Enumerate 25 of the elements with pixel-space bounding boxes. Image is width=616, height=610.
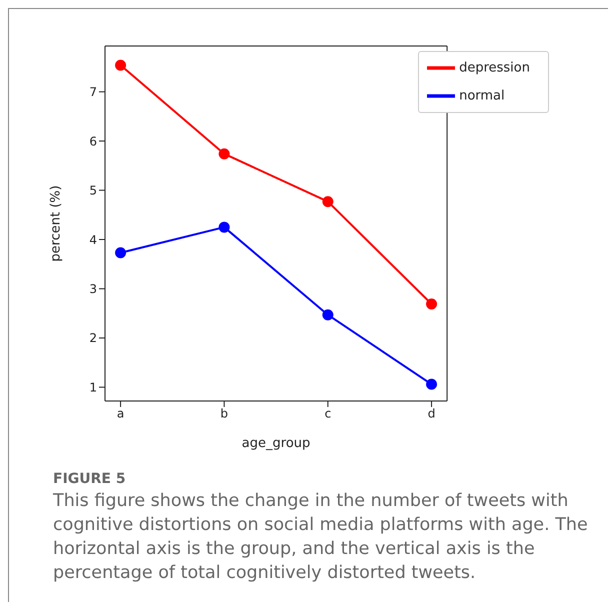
x-tick-label: b [220,406,228,421]
y-tick-label: 3 [89,282,97,296]
x-axis-title: age_group [242,436,310,451]
caption: FIGURE 5 [53,471,127,487]
y-tick-label: 6 [89,134,97,148]
point [322,309,334,320]
x-tick-label: c [324,406,332,421]
point [426,298,438,310]
y-tick-label: 4 [89,232,97,247]
y-tick-label: 1 [89,380,97,394]
point [322,196,334,208]
x-tick-label: a [116,406,124,421]
y-tick-label: 2 [89,331,97,346]
point [218,222,230,233]
y-tick-label: 7 [89,85,97,100]
point [426,378,438,390]
legend-label: normal [459,88,505,104]
y-axis-title: percent (%) [48,185,64,262]
point [115,60,126,71]
y-tick-label: 5 [89,184,97,198]
legend-label: depression [459,60,530,76]
point [115,247,126,258]
text: This figure shows the change in the number of tweets with cognitive distortions on social media platforms with age. The horizontal axis is the group, and the vertical axis is the percentage of total cognitively distorted tweets. [53,490,589,585]
x-tick-label: d [428,406,436,421]
point [218,148,230,160]
